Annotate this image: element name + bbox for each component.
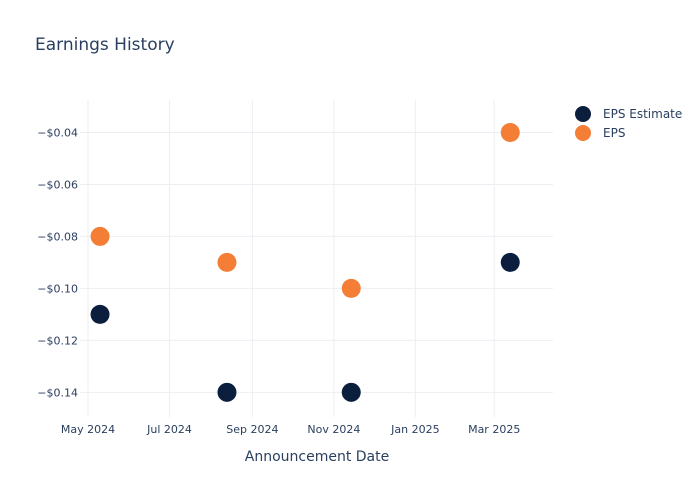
data-point-eps[interactable]	[90, 226, 110, 246]
x-axis-title: Announcement Date	[245, 449, 389, 465]
legend-marker	[575, 125, 591, 141]
x-tick-label: Sep 2024	[226, 423, 278, 436]
data-point-eps-estimate[interactable]	[90, 304, 110, 324]
legend[interactable]: EPS Estimate EPS	[575, 106, 682, 141]
gridlines	[80, 100, 553, 417]
legend-label: EPS Estimate	[603, 107, 682, 121]
chart-title: Earnings History	[35, 35, 175, 55]
data-points	[90, 122, 520, 402]
y-tick-label: −$0.14	[37, 386, 78, 399]
legend-item-eps-estimate[interactable]: EPS Estimate	[575, 106, 682, 122]
legend-marker	[575, 106, 591, 122]
data-point-eps[interactable]	[500, 122, 520, 142]
y-tick-label: −$0.08	[37, 230, 78, 243]
x-tick-label: Jul 2024	[146, 423, 192, 436]
x-axis-ticks: May 2024 Jul 2024 Sep 2024 Nov 2024 Jan 2025…	[61, 423, 520, 436]
y-axis-ticks: −$0.04 −$0.06 −$0.08 −$0.10 −$0.12 −$0.14	[37, 126, 78, 399]
x-tick-label: Jan 2025	[390, 423, 439, 436]
x-tick-label: May 2024	[61, 423, 115, 436]
data-point-eps-estimate[interactable]	[217, 382, 237, 402]
x-tick-label: Mar 2025	[468, 423, 520, 436]
y-tick-label: −$0.04	[37, 126, 78, 139]
data-point-eps-estimate[interactable]	[341, 382, 361, 402]
y-tick-label: −$0.10	[37, 282, 78, 295]
y-tick-label: −$0.06	[37, 178, 78, 191]
data-point-eps[interactable]	[341, 278, 361, 298]
x-tick-label: Nov 2024	[307, 423, 360, 436]
data-point-eps-estimate[interactable]	[500, 252, 520, 272]
legend-item-eps[interactable]: EPS	[575, 125, 625, 141]
y-tick-label: −$0.12	[37, 334, 78, 347]
legend-label: EPS	[603, 126, 625, 140]
data-point-eps[interactable]	[217, 252, 237, 272]
